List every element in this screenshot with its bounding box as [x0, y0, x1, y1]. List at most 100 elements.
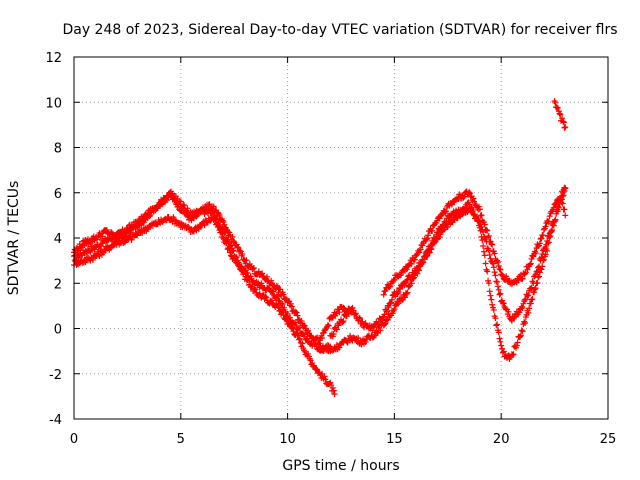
- y-axis-label: SDTVAR / TECUs: [6, 181, 22, 296]
- data-point: [347, 332, 354, 339]
- data-point: [562, 212, 569, 219]
- data-point: [263, 294, 270, 301]
- data-point: [562, 185, 569, 192]
- data-point: [195, 226, 202, 233]
- data-point: [210, 203, 217, 210]
- data-point: [484, 227, 491, 234]
- data-point: [420, 259, 427, 266]
- data-point: [290, 328, 297, 335]
- data-point: [538, 266, 545, 273]
- data-point: [287, 314, 294, 321]
- data-point: [410, 272, 417, 279]
- data-point: [510, 351, 517, 358]
- y-tick-label: 10: [45, 96, 62, 111]
- data-point: [560, 119, 567, 126]
- x-tick-label: 5: [177, 432, 185, 447]
- data-point: [89, 256, 96, 263]
- data-point: [560, 118, 567, 125]
- data-point: [339, 319, 346, 326]
- x-tick-label: 15: [386, 432, 403, 447]
- data-point: [250, 264, 257, 271]
- series-track-c: [71, 188, 355, 347]
- data-point: [525, 309, 532, 316]
- data-point: [545, 218, 552, 225]
- data-point: [333, 326, 340, 333]
- data-point: [489, 241, 496, 248]
- data-point: [219, 230, 226, 237]
- data-point: [486, 288, 493, 295]
- data-point: [384, 308, 391, 315]
- data-point: [284, 310, 291, 317]
- data-point: [533, 268, 540, 275]
- data-point: [525, 292, 532, 299]
- data-point: [460, 194, 467, 201]
- data-point: [497, 338, 504, 345]
- data-point: [416, 263, 423, 270]
- data-point: [239, 251, 246, 258]
- data-point: [490, 264, 497, 271]
- data-point: [280, 312, 287, 319]
- data-point: [75, 247, 82, 254]
- data-point: [540, 226, 547, 233]
- data-point: [408, 260, 415, 267]
- data-point: [528, 296, 535, 303]
- data-point: [295, 325, 302, 332]
- data-point: [493, 322, 500, 329]
- data-point: [497, 266, 504, 273]
- data-point: [535, 263, 542, 270]
- data-point: [494, 278, 501, 285]
- data-point: [561, 184, 568, 191]
- data-point: [436, 234, 443, 241]
- data-point: [548, 227, 555, 234]
- data-point: [485, 233, 492, 240]
- data-point: [492, 315, 499, 322]
- data-point: [362, 339, 369, 346]
- data-point: [362, 320, 369, 327]
- data-point: [470, 195, 477, 202]
- data-point: [522, 270, 529, 277]
- data-point: [500, 348, 507, 355]
- data-point: [411, 256, 418, 263]
- data-point: [356, 315, 363, 322]
- data-point: [411, 271, 418, 278]
- data-point: [402, 294, 409, 301]
- data-point: [444, 223, 451, 230]
- data-point: [467, 205, 474, 212]
- data-point: [381, 321, 388, 328]
- data-point: [517, 333, 524, 340]
- data-point: [296, 335, 303, 342]
- data-point: [220, 219, 227, 226]
- data-point: [558, 193, 565, 200]
- data-point: [213, 220, 220, 227]
- data-point: [229, 233, 236, 240]
- data-point: [330, 331, 337, 338]
- data-point: [450, 216, 457, 223]
- data-point: [546, 213, 553, 220]
- series-track-f: [380, 184, 569, 298]
- data-point: [482, 260, 489, 267]
- data-point: [374, 321, 381, 328]
- data-point: [550, 204, 557, 211]
- data-point: [486, 251, 493, 258]
- data-point: [424, 235, 431, 242]
- grid: [74, 57, 608, 419]
- data-point: [397, 286, 404, 293]
- data-point: [369, 327, 376, 334]
- data-point: [218, 227, 225, 234]
- data-point: [559, 189, 566, 196]
- data-point: [529, 296, 536, 303]
- data-point: [537, 257, 544, 264]
- data-point: [280, 291, 287, 298]
- data-point: [480, 248, 487, 255]
- data-point: [442, 208, 449, 215]
- data-point: [496, 335, 503, 342]
- data-point: [517, 332, 524, 339]
- data-point: [298, 318, 305, 325]
- data-point: [321, 373, 328, 380]
- data-point: [184, 205, 191, 212]
- data-point: [331, 391, 338, 398]
- data-point: [485, 280, 492, 287]
- data-point: [534, 268, 541, 275]
- data-point: [495, 329, 502, 336]
- data-point: [416, 249, 423, 256]
